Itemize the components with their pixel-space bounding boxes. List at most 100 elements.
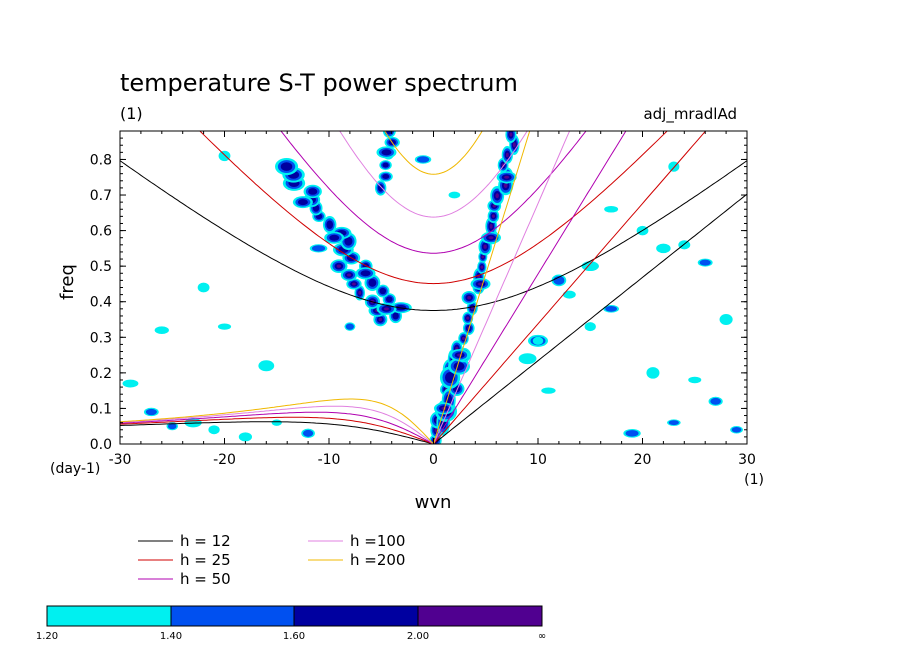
power-contour [489,223,493,229]
power-contour [562,290,576,299]
y-tick-label: 0.2 [90,366,112,382]
legend-label: h = 12 [180,532,231,550]
x-axis-label: wvn [415,492,452,513]
legend-label: h = 25 [180,551,231,569]
colorbar-swatch [170,605,295,627]
y-tick-label: 0.6 [90,224,112,240]
colorbar-swatch [417,605,543,627]
power-contour [719,314,733,325]
legend-label: h = 50 [180,570,231,588]
colorbar-swatch [46,605,172,627]
power-contour [382,174,390,180]
power-contour [377,184,384,192]
power-contour [122,379,139,388]
power-contour [731,426,742,433]
power-contour [352,282,356,286]
dispersion-curve-kelvin [433,131,707,444]
power-contour [656,243,671,254]
y-tick-label: 0.0 [90,437,112,453]
dispersion-curve-rossby [120,411,434,444]
y-tick-label: 0.5 [90,259,112,275]
power-contour [532,336,544,345]
power-contour [345,323,354,330]
power-contour [258,360,275,372]
power-contour [346,273,352,277]
power-contour [308,188,318,195]
power-contour [383,307,389,311]
power-contour [518,353,537,365]
power-contour [505,152,509,158]
power-contour [167,423,177,430]
colorbar-label: 1.20 [36,631,58,642]
power-contour [271,419,282,426]
power-contour [480,265,484,269]
power-contour [381,149,392,156]
power-contour [302,429,314,437]
power-contour [392,312,399,320]
power-contour [501,163,505,167]
dispersion-curve-ig [339,131,528,218]
y-tick-label: 0.1 [90,401,112,417]
power-contour [453,362,465,371]
legend-label: h =100 [350,532,405,550]
legend-label: h =200 [350,551,405,569]
x-tick-label: 10 [529,452,547,468]
power-contour [297,199,308,206]
power-contour [238,432,253,442]
power-contour [462,336,466,341]
power-contour [688,376,702,384]
colorbar-label: 1.40 [160,631,182,642]
power-contour [504,175,510,179]
power-contour [197,282,210,293]
plot-frame [119,130,748,445]
colorbar-swatch [293,605,419,627]
power-contour [668,420,679,426]
dispersion-curves [120,131,747,444]
power-contour [491,214,495,218]
y-axis-label: freq [57,264,78,300]
power-contour [386,131,393,135]
dispersion-curve-ig [120,160,747,311]
x-tick-label: 30 [738,452,756,468]
power-contour [336,264,342,268]
power-contour [280,162,293,171]
power-contour [625,430,639,437]
x-tick-label: 0 [429,452,438,468]
dispersion-curve-rossby [120,416,434,444]
x-tick-label: -30 [109,452,132,468]
power-contour [605,305,618,312]
colorbar-label: 1.60 [283,631,305,642]
colorbar: 1.20 1.40 1.60 2.00 ∞ [36,605,546,642]
x-tick-label: -10 [318,452,341,468]
x-tick-label: 20 [634,452,652,468]
x-unit-label: (1) [744,472,764,488]
power-contour [218,150,231,162]
dispersion-curve-ig [280,131,587,254]
y-axis: 0.0 0.1 0.2 0.3 0.4 0.5 0.6 0.7 0.8 [90,137,747,453]
power-contour [208,425,220,435]
power-contour [466,316,470,320]
dispersion-curve-ig [384,131,483,175]
x-axis: -30 -20 -10 0 10 20 30 [109,131,756,468]
dispersion-curve-kelvin [433,131,627,444]
power-contour [379,287,387,295]
power-contour [710,397,721,405]
power-contour [416,156,430,163]
chart-title: temperature S-T power spectrum [120,69,518,97]
power-contour [509,132,513,137]
dispersion-curve-rossby [120,405,434,444]
power-contour [448,191,461,199]
power-contour [483,244,487,249]
power-contour [492,204,496,208]
power-contour [358,290,362,295]
power-contour [584,322,596,332]
dispersion-curve-rossby [120,398,434,444]
power-contour [699,259,711,266]
power-contour [368,278,377,287]
dispersion-curve-kelvin [433,193,747,444]
power-contour [326,220,334,229]
chart-subtitle-left: (1) [120,104,143,123]
power-contour [344,236,353,246]
